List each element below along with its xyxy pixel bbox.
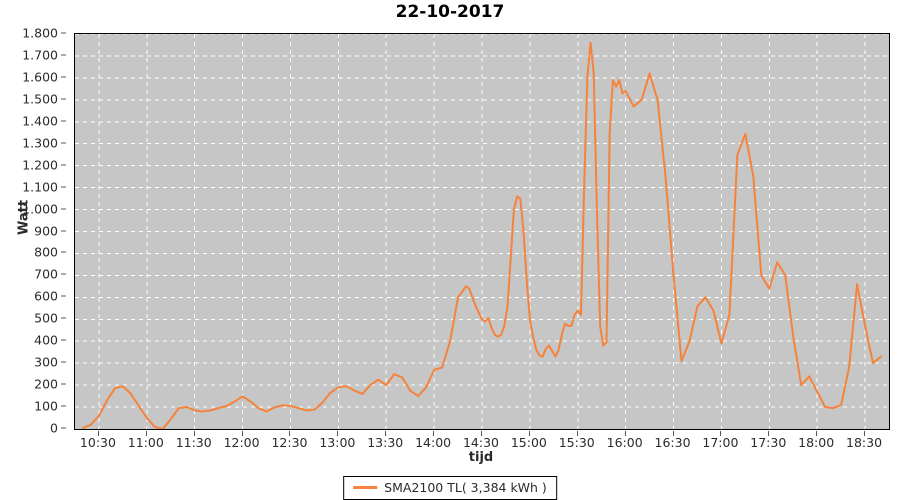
y-tick-label: 700 bbox=[34, 266, 58, 282]
x-tick-mark bbox=[481, 431, 482, 436]
y-tick-mark bbox=[61, 32, 66, 34]
x-axis-tick-group: 10:30 11:00 11:30 12:00 12:30 13:00 13:30 14:00… bbox=[74, 431, 888, 453]
x-tick-mark bbox=[528, 431, 530, 436]
x-tick-label: 18:30 bbox=[846, 435, 883, 450]
y-tick-label: 1.700 bbox=[22, 47, 58, 63]
x-tick-mark bbox=[576, 431, 578, 436]
x-tick-mark bbox=[97, 431, 99, 436]
x-tick-label: 15:00 bbox=[510, 435, 547, 450]
y-tick-label: 1.100 bbox=[22, 179, 58, 195]
y-tick-mark bbox=[61, 339, 66, 341]
y-tick-mark bbox=[61, 405, 66, 407]
x-tick-label: 16:00 bbox=[606, 435, 643, 450]
x-tick-label: 17:00 bbox=[702, 435, 739, 450]
y-tick-mark bbox=[61, 427, 66, 429]
y-tick-label: 100 bbox=[34, 398, 58, 414]
x-tick-mark bbox=[624, 431, 626, 436]
y-tick-label: 900 bbox=[34, 223, 58, 238]
y-tick-label: 1.600 bbox=[22, 69, 58, 85]
y-tick-mark bbox=[61, 295, 66, 297]
x-tick-label: 11:30 bbox=[175, 435, 212, 450]
y-tick-label: 400 bbox=[34, 332, 58, 348]
y-tick-mark bbox=[61, 54, 66, 56]
x-tick-mark bbox=[433, 431, 435, 436]
y-tick-label: 0 bbox=[50, 420, 58, 436]
x-tick-label: 10:30 bbox=[79, 435, 116, 450]
x-tick-mark bbox=[385, 431, 387, 436]
gridlines bbox=[75, 34, 889, 429]
y-tick-mark bbox=[61, 361, 66, 363]
x-tick-mark bbox=[241, 431, 243, 436]
x-tick-label: 15:30 bbox=[558, 435, 595, 450]
y-tick-label: 1.500 bbox=[22, 91, 58, 107]
x-tick-label: 12:30 bbox=[271, 435, 308, 450]
y-tick-mark bbox=[61, 186, 66, 188]
y-tick-mark bbox=[61, 76, 66, 78]
x-tick-mark bbox=[768, 431, 770, 436]
y-tick-mark bbox=[61, 208, 66, 210]
y-tick-mark bbox=[61, 120, 66, 122]
plot-area bbox=[74, 33, 890, 430]
y-tick-mark bbox=[61, 230, 66, 231]
x-tick-mark bbox=[289, 431, 291, 436]
x-tick-label: 11:00 bbox=[127, 435, 164, 450]
x-tick-label: 17:30 bbox=[750, 435, 787, 450]
x-tick-mark bbox=[337, 431, 339, 436]
y-tick-label: 300 bbox=[34, 354, 58, 370]
x-tick-mark bbox=[816, 431, 818, 436]
y-tick-mark bbox=[61, 317, 66, 319]
chart-title: 22-10-2017 bbox=[395, 2, 505, 22]
y-tick-mark bbox=[61, 273, 66, 275]
y-tick-label: 200 bbox=[34, 376, 58, 392]
x-axis-title: tijd bbox=[468, 450, 494, 465]
y-axis-tick-group: 0 100 200 300 400 500 600 700 800 900 1.000 1.100 1.… bbox=[0, 26, 66, 436]
x-tick-mark bbox=[720, 431, 722, 436]
x-tick-label: 18:00 bbox=[798, 435, 835, 450]
data-series-group bbox=[81, 41, 883, 429]
x-tick-label: 13:30 bbox=[367, 435, 404, 450]
y-tick-label: 1.800 bbox=[22, 25, 58, 41]
x-tick-mark bbox=[193, 431, 195, 436]
y-tick-label: 600 bbox=[34, 288, 58, 304]
x-tick-mark bbox=[672, 431, 674, 436]
chart-legend[interactable]: SMA2100 TL( 3,384 kWh ) bbox=[343, 476, 557, 500]
series-line bbox=[81, 41, 883, 429]
legend-line-swatch bbox=[353, 486, 378, 489]
y-tick-mark bbox=[61, 142, 66, 144]
x-tick-mark bbox=[145, 431, 147, 436]
x-tick-label: 13:00 bbox=[319, 435, 356, 450]
y-tick-label: 1.400 bbox=[22, 113, 58, 129]
y-tick-label: 1.300 bbox=[22, 135, 58, 151]
x-tick-label: 12:00 bbox=[223, 435, 260, 450]
y-tick-label: 1.000 bbox=[22, 201, 58, 217]
x-tick-label: 14:00 bbox=[415, 435, 452, 450]
y-tick-label: 500 bbox=[34, 310, 58, 326]
y-tick-mark bbox=[61, 164, 66, 166]
y-tick-mark bbox=[61, 98, 66, 100]
x-tick-mark bbox=[864, 431, 866, 436]
legend-label: SMA2100 TL( 3,384 kWh ) bbox=[384, 480, 547, 495]
y-tick-label: 800 bbox=[34, 244, 58, 260]
x-tick-label: 14:30 bbox=[462, 435, 500, 450]
y-tick-label: 1.200 bbox=[22, 157, 58, 173]
y-tick-mark bbox=[61, 251, 66, 253]
x-tick-label: 16:30 bbox=[654, 435, 691, 450]
y-tick-mark bbox=[61, 383, 66, 385]
